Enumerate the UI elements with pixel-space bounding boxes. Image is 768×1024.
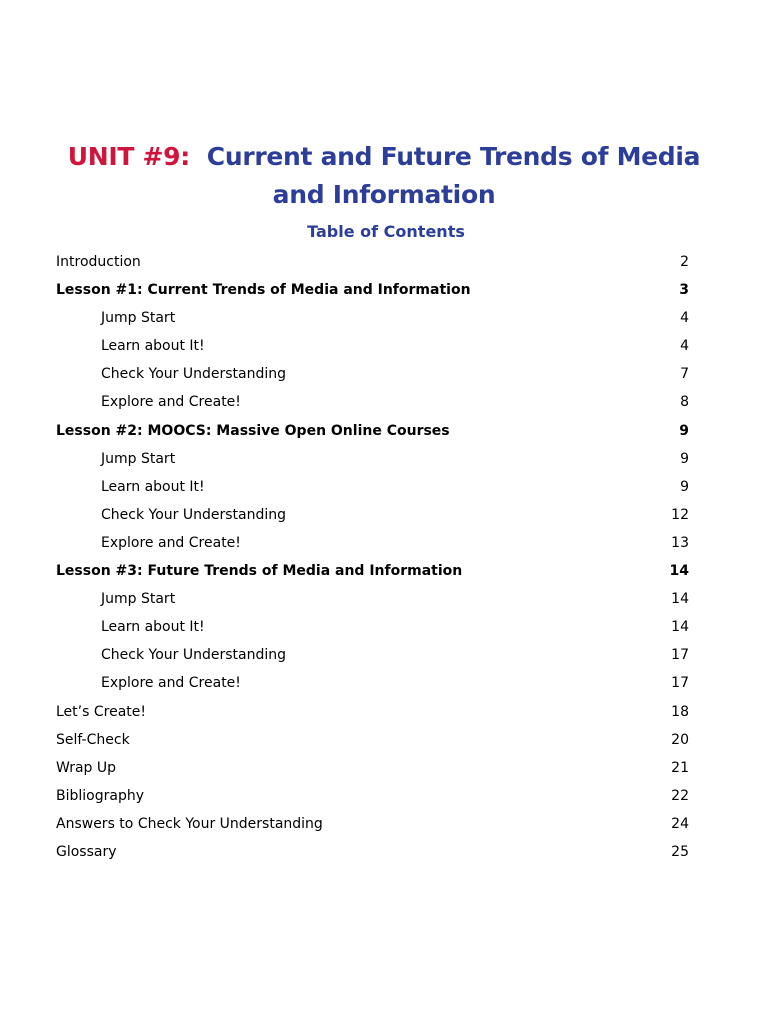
toc-entry[interactable]: Check Your Understanding 7 bbox=[56, 360, 689, 388]
toc-entry-page: 13 bbox=[671, 534, 689, 551]
toc-entry-page: 7 bbox=[680, 366, 689, 383]
toc-entry-label: Check Your Understanding bbox=[101, 506, 287, 523]
toc-entry-label: Lesson #1: Current Trends of Media and I… bbox=[56, 282, 471, 299]
toc-entry-page: 3 bbox=[679, 282, 689, 299]
title-text-line-2: and Information bbox=[272, 180, 496, 209]
unit-title: UNIT #9: Current and Future Trends of Me… bbox=[0, 138, 768, 214]
toc-entry[interactable]: Answers to Check Your Understanding 24 bbox=[56, 810, 689, 838]
title-line-1: UNIT #9: Current and Future Trends of Me… bbox=[0, 138, 768, 176]
title-text-line-1: Current and Future Trends of Media bbox=[206, 142, 701, 171]
toc-entry-page: 4 bbox=[680, 338, 689, 355]
toc-entry-label: Glossary bbox=[56, 843, 117, 860]
toc-entry[interactable]: Bibliography 22 bbox=[56, 782, 689, 810]
toc-entry-label: Lesson #2: MOOCS: Massive Open Online Co… bbox=[56, 422, 450, 439]
toc-entry[interactable]: Introduction 2 bbox=[56, 248, 689, 276]
toc-entry[interactable]: Lesson #3: Future Trends of Media and In… bbox=[56, 557, 689, 585]
toc-entry-label: Check Your Understanding bbox=[101, 647, 287, 664]
toc-entry-page: 24 bbox=[671, 815, 689, 832]
toc-entry-label: Jump Start bbox=[101, 591, 176, 608]
toc-entry-page: 14 bbox=[671, 619, 689, 636]
toc-entry-label: Learn about It! bbox=[101, 338, 205, 355]
toc-entry-page: 17 bbox=[671, 647, 689, 664]
toc-entry-page: 25 bbox=[671, 843, 689, 860]
toc-entry[interactable]: Learn about It! 4 bbox=[56, 332, 689, 360]
toc-entry-page: 4 bbox=[680, 310, 689, 327]
toc-entry[interactable]: Learn about It! 9 bbox=[56, 473, 689, 501]
toc-entry-page: 17 bbox=[671, 675, 689, 692]
toc-entry[interactable]: Jump Start 4 bbox=[56, 304, 689, 332]
toc-entry-label: Learn about It! bbox=[101, 619, 205, 636]
toc-entry-label: Jump Start bbox=[101, 450, 176, 467]
toc-entry-page: 14 bbox=[671, 591, 689, 608]
table-of-contents: Introduction 2 Lesson #1: Current Trends o… bbox=[56, 248, 689, 866]
toc-entry-label: Introduction bbox=[56, 254, 141, 270]
toc-entry-page: 21 bbox=[671, 759, 689, 776]
toc-entry[interactable]: Lesson #2: MOOCS: Massive Open Online Co… bbox=[56, 417, 689, 445]
toc-entry-label: Bibliography bbox=[56, 787, 144, 804]
toc-entry[interactable]: Wrap Up 21 bbox=[56, 754, 689, 782]
toc-entry[interactable]: Explore and Create! 17 bbox=[56, 669, 689, 697]
toc-entry[interactable]: Jump Start 9 bbox=[56, 445, 689, 473]
unit-number: UNIT #9: bbox=[67, 142, 191, 171]
toc-entry-page: 12 bbox=[671, 506, 689, 523]
toc-entry[interactable]: Learn about It! 14 bbox=[56, 613, 689, 641]
toc-entry[interactable]: Self-Check 20 bbox=[56, 726, 689, 754]
toc-entry-label: Wrap Up bbox=[56, 759, 117, 776]
toc-entry-label: Answers to Check Your Understanding bbox=[56, 815, 323, 832]
toc-entry-page: 8 bbox=[680, 394, 689, 411]
toc-entry-label: Jump Start bbox=[101, 310, 176, 327]
toc-entry-page: 9 bbox=[679, 422, 689, 439]
toc-entry-label: Self-Check bbox=[56, 731, 130, 748]
toc-entry-label: Lesson #3: Future Trends of Media and In… bbox=[56, 563, 463, 580]
toc-entry-page: 9 bbox=[680, 478, 689, 495]
toc-entry-label: Explore and Create! bbox=[101, 394, 241, 411]
toc-entry-label: Explore and Create! bbox=[101, 675, 241, 692]
toc-entry[interactable]: Lesson #1: Current Trends of Media and I… bbox=[56, 276, 689, 304]
toc-entry-page: 9 bbox=[680, 450, 689, 467]
toc-entry[interactable]: Check Your Understanding 12 bbox=[56, 501, 689, 529]
toc-entry[interactable]: Let’s Create! 18 bbox=[56, 698, 689, 726]
toc-entry-page: 20 bbox=[671, 731, 689, 748]
toc-entry-label: Explore and Create! bbox=[101, 534, 241, 551]
toc-entry-label: Let’s Create! bbox=[56, 703, 146, 720]
toc-heading: Table of Contents bbox=[307, 222, 465, 241]
toc-entry[interactable]: Explore and Create! 8 bbox=[56, 388, 689, 416]
toc-entry-label: Check Your Understanding bbox=[101, 366, 287, 383]
toc-entry-page: 18 bbox=[671, 703, 689, 720]
toc-entry-label: Learn about It! bbox=[101, 478, 205, 495]
toc-entry[interactable]: Check Your Understanding 17 bbox=[56, 641, 689, 669]
toc-entry[interactable]: Jump Start 14 bbox=[56, 585, 689, 613]
toc-entry-page: 14 bbox=[669, 563, 689, 580]
toc-entry[interactable]: Glossary 25 bbox=[56, 838, 689, 866]
toc-entry[interactable]: Explore and Create! 13 bbox=[56, 529, 689, 557]
toc-entry-page: 22 bbox=[671, 787, 689, 804]
toc-entry-page: 2 bbox=[680, 254, 689, 270]
